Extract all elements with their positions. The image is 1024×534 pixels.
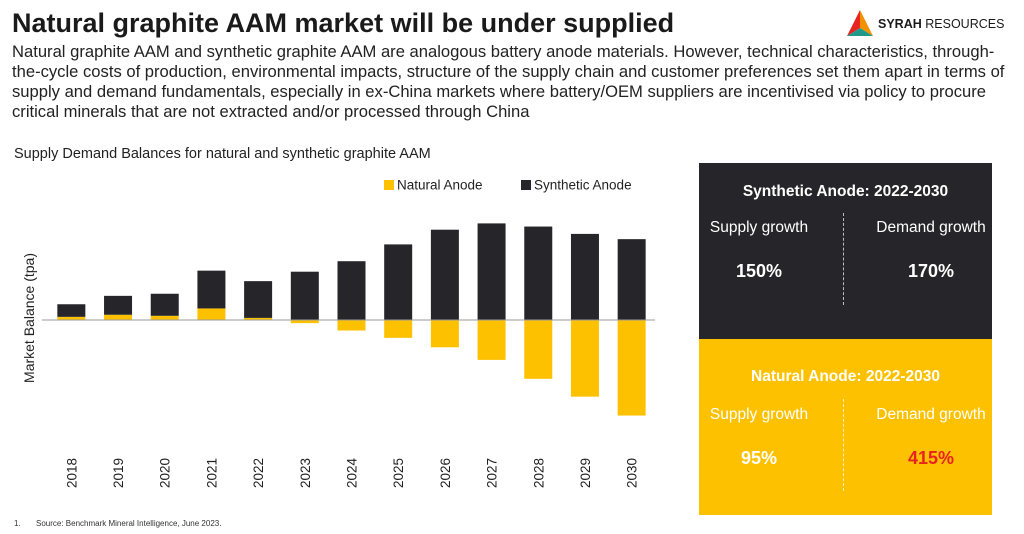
natural-anode-panel: Natural Anode: 2022-2030 Supply growth 9…	[699, 339, 992, 515]
x-tick-labels: 2018 2019 2020 2021 2022 2023 2024 2025 2026 2027…	[64, 457, 639, 488]
bar-natural-2026	[430, 320, 459, 348]
chart-title: Supply Demand Balances for natural and s…	[14, 146, 431, 162]
x-tick-2029: 2029	[578, 458, 593, 488]
bar-natural-2023	[290, 320, 319, 324]
footnote-text: Source: Benchmark Mineral Intelligence, …	[36, 519, 222, 528]
x-tick-2023: 2023	[298, 458, 313, 488]
synthetic-demand-column: Demand growth 170%	[871, 218, 991, 281]
synthetic-supply-column: Supply growth 150%	[699, 218, 819, 281]
legend-label-natural: Natural Anode	[397, 178, 483, 193]
page-title: Natural graphite AAM market will be unde…	[12, 8, 675, 38]
synthetic-demand-value: 170%	[907, 261, 955, 281]
chart-bars	[57, 223, 646, 416]
legend-label-synthetic: Synthetic Anode	[534, 178, 632, 193]
synthetic-anode-panel: Synthetic Anode: 2022-2030 Supply growth…	[699, 163, 992, 339]
bar-synthetic-2028	[524, 226, 553, 320]
bar-natural-2020	[150, 315, 179, 320]
synthetic-panel-title: Synthetic Anode: 2022-2030	[742, 183, 949, 200]
natural-demand-label: Demand growth	[876, 406, 986, 423]
y-axis-label: Market Balance (tpa)	[21, 253, 37, 383]
x-tick-2020: 2020	[158, 458, 173, 488]
x-tick-2021: 2021	[204, 458, 219, 488]
x-tick-2024: 2024	[345, 457, 360, 488]
x-tick-2030: 2030	[625, 458, 640, 488]
balance-chart: Natural Anode Synthetic Anode 2018 2019 202…	[21, 178, 655, 488]
bar-synthetic-2019	[104, 295, 133, 315]
synthetic-demand-label: Demand growth	[876, 219, 986, 236]
natural-demand-value: 415%	[907, 448, 955, 468]
natural-supply-column: Supply growth 95%	[699, 405, 819, 468]
synthetic-supply-label: Supply growth	[709, 219, 809, 236]
bar-natural-2022	[244, 317, 273, 320]
bar-synthetic-2024	[337, 261, 366, 320]
bar-synthetic-2020	[150, 293, 179, 316]
x-tick-2022: 2022	[251, 458, 266, 488]
natural-supply-value: 95%	[740, 448, 778, 468]
bar-natural-2029	[570, 320, 599, 397]
bar-synthetic-2026	[430, 229, 459, 320]
x-tick-2019: 2019	[111, 458, 126, 488]
bar-synthetic-2025	[384, 244, 413, 320]
bar-natural-2027	[477, 320, 506, 360]
bar-synthetic-2021	[197, 270, 226, 309]
legend-swatch-natural	[384, 180, 394, 190]
bar-synthetic-2029	[570, 233, 599, 320]
x-tick-2018: 2018	[64, 458, 79, 488]
bar-natural-2018	[57, 316, 86, 320]
bar-natural-2030	[617, 320, 646, 416]
x-tick-2027: 2027	[485, 458, 500, 488]
bar-natural-2024	[337, 320, 366, 331]
natural-demand-column: Demand growth 415%	[871, 405, 991, 468]
synthetic-divider	[843, 213, 844, 305]
logo-text: SYRAH RESOURCES	[878, 17, 1004, 31]
bar-synthetic-2027	[477, 223, 506, 320]
source-footnote: 1. Source: Benchmark Mineral Intelligence…	[14, 519, 221, 528]
logo-brand-bold: SYRAH	[878, 17, 922, 31]
bar-natural-2019	[104, 314, 133, 320]
natural-divider	[843, 399, 844, 491]
bar-synthetic-2030	[617, 239, 646, 320]
bar-natural-2021	[197, 308, 226, 320]
syrah-logo: SYRAH RESOURCES	[845, 8, 1015, 38]
bar-synthetic-2022	[244, 281, 273, 318]
x-tick-2026: 2026	[438, 458, 453, 488]
legend-swatch-synthetic	[521, 180, 531, 190]
bar-natural-2025	[384, 320, 413, 338]
bar-synthetic-2023	[290, 271, 319, 320]
page-subtitle: Natural graphite AAM and synthetic graph…	[12, 42, 1005, 121]
bar-synthetic-2018	[57, 304, 86, 317]
x-tick-2028: 2028	[531, 458, 546, 488]
bar-natural-2028	[524, 320, 553, 379]
syrah-triangle-icon	[847, 10, 873, 36]
chart-legend: Natural Anode Synthetic Anode	[384, 178, 632, 193]
natural-panel-title: Natural Anode: 2022-2030	[751, 368, 940, 385]
synthetic-supply-value: 150%	[735, 261, 783, 281]
logo-brand-rest: RESOURCES	[921, 17, 1005, 31]
footnote-number: 1.	[14, 519, 21, 528]
natural-supply-label: Supply growth	[709, 406, 809, 423]
x-tick-2025: 2025	[391, 458, 406, 488]
